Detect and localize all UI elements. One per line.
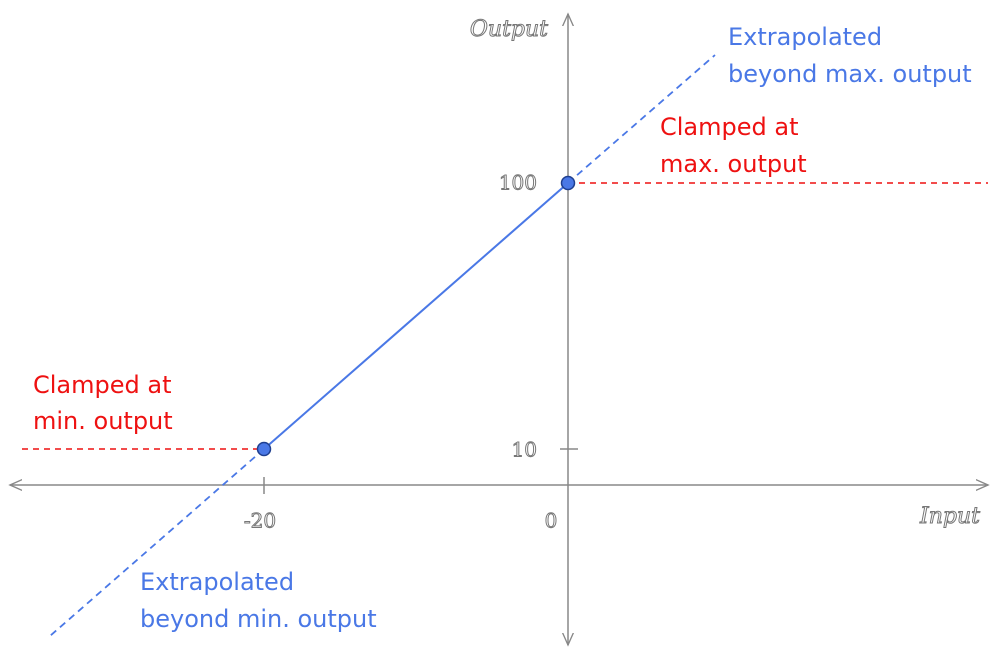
max-point xyxy=(560,175,576,191)
extrapolation-max-line xyxy=(567,54,716,184)
annotation: beyond max. output xyxy=(728,60,972,88)
mapping-line xyxy=(263,182,569,450)
annotation: max. output xyxy=(660,150,807,178)
y-tick-label: 10 xyxy=(512,438,537,462)
annotation: min. output xyxy=(33,407,173,435)
annotation: Extrapolated xyxy=(140,568,294,596)
annotation: Extrapolated xyxy=(728,23,882,51)
x-axis-label: Input xyxy=(919,504,980,529)
y-tick-label: 100 xyxy=(499,171,537,195)
x-tick-label: -20 xyxy=(244,509,276,533)
annotation: Clamped at xyxy=(660,113,799,141)
min-point xyxy=(256,441,272,457)
annotation: Clamped at xyxy=(33,371,172,399)
y-axis-label: Output xyxy=(470,17,548,42)
annotation: beyond min. output xyxy=(140,605,377,633)
x-tick-label: 0 xyxy=(545,509,558,533)
